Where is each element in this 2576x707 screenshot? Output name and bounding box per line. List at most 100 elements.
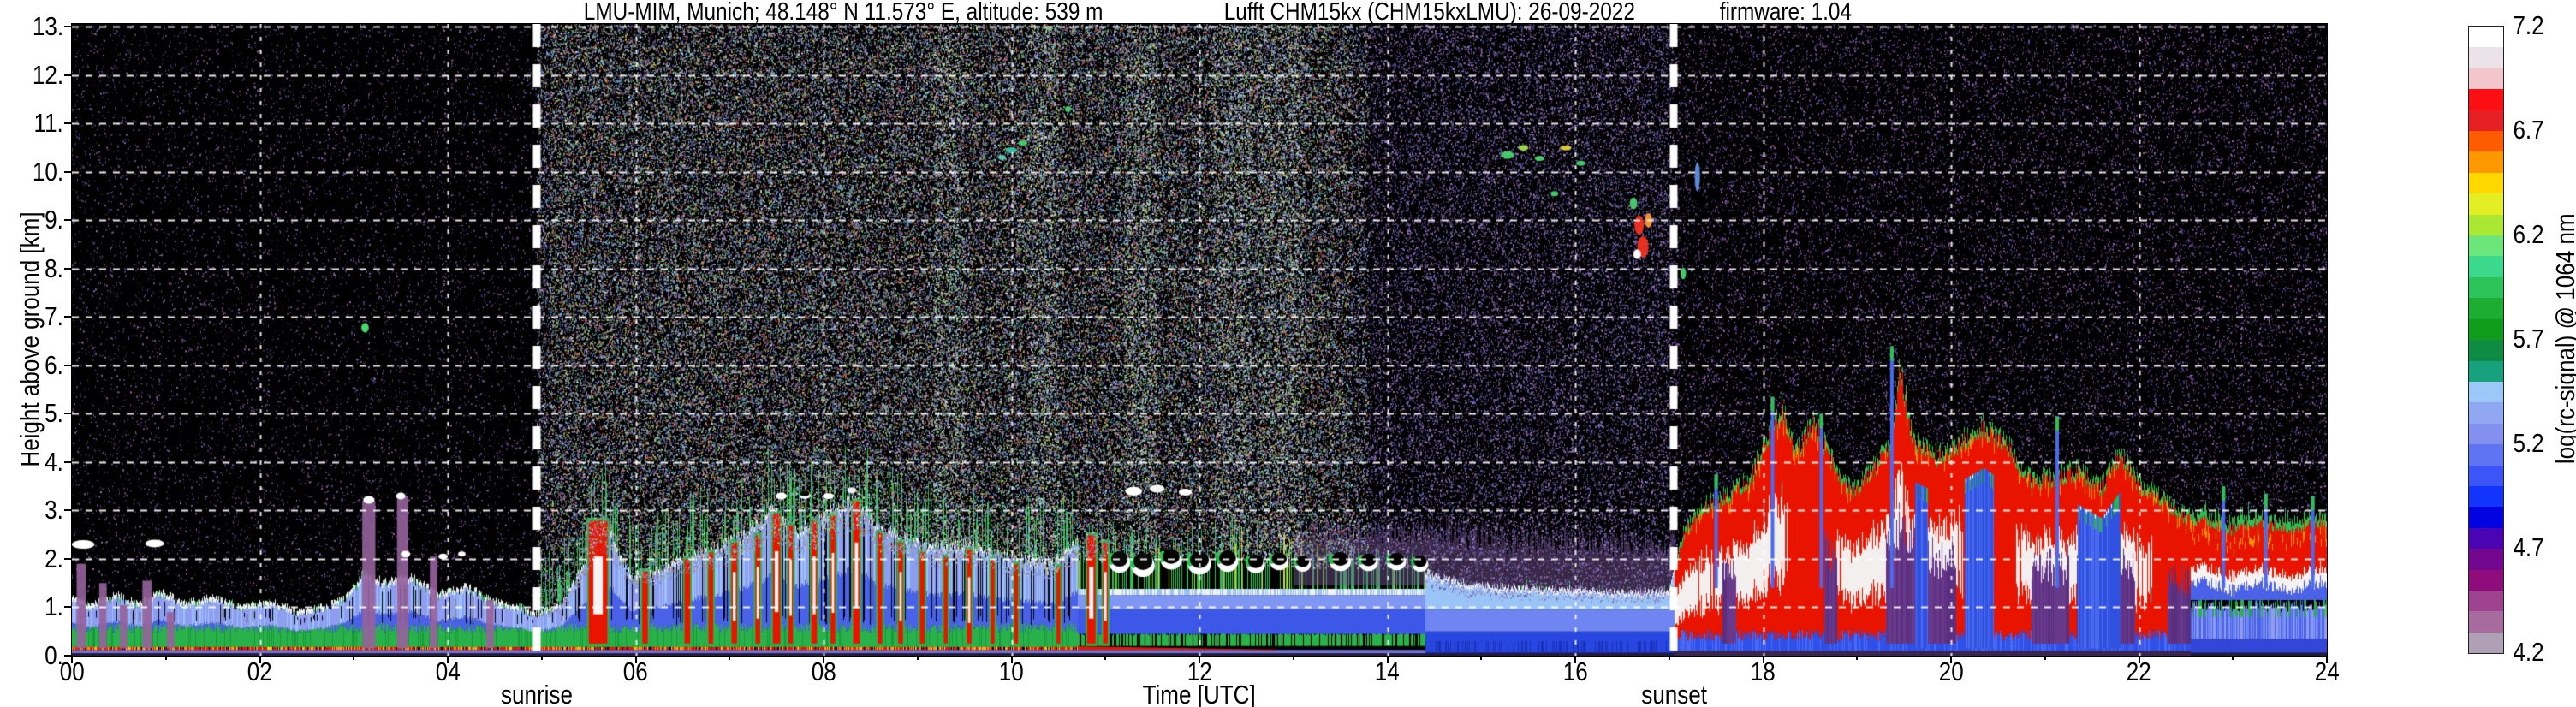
y-tick-mark bbox=[64, 219, 72, 222]
colorbar-tick: 6.7 bbox=[2513, 115, 2544, 145]
y-tick-label: 12. bbox=[32, 59, 63, 90]
colorbar-band bbox=[2469, 27, 2503, 48]
colorbar-band bbox=[2469, 172, 2503, 194]
x-tick-mark bbox=[447, 656, 449, 663]
y-tick-label: 7. bbox=[45, 301, 63, 332]
x-tick-label: 24 bbox=[2314, 656, 2340, 686]
colorbar-band bbox=[2469, 47, 2503, 68]
x-tick-mark bbox=[2138, 656, 2140, 663]
x-tick-mark bbox=[1199, 656, 1200, 663]
sunrise-annotation: sunrise bbox=[501, 680, 574, 707]
y-tick-label: 1. bbox=[45, 591, 63, 622]
colorbar-band bbox=[2469, 256, 2503, 277]
y-tick-mark bbox=[64, 655, 72, 656]
x-tick-label: 22 bbox=[2127, 656, 2151, 686]
x-tick-label: 04 bbox=[435, 656, 461, 686]
colorbar-band bbox=[2469, 193, 2503, 215]
colorbar-band bbox=[2469, 611, 2503, 633]
x-tick-mark bbox=[2326, 656, 2328, 663]
colorbar-band bbox=[2469, 318, 2503, 341]
x-minor-tick-mark bbox=[1104, 656, 1107, 660]
heatmap-canvas bbox=[72, 24, 2327, 656]
y-tick-mark bbox=[64, 316, 72, 318]
y-tick-label: 2. bbox=[45, 543, 63, 573]
y-tick-mark bbox=[64, 557, 72, 560]
x-tick-mark bbox=[1574, 656, 1576, 663]
x-minor-tick-mark bbox=[164, 656, 167, 660]
colorbar-band bbox=[2469, 402, 2503, 424]
colorbar-band bbox=[2469, 632, 2503, 654]
colorbar-band bbox=[2469, 298, 2503, 319]
x-tick-mark bbox=[823, 656, 824, 663]
x-tick-label: 16 bbox=[1562, 656, 1588, 686]
colorbar-band bbox=[2469, 569, 2503, 591]
y-tick-mark bbox=[64, 413, 72, 415]
x-tick-mark bbox=[634, 656, 637, 663]
colorbar-band bbox=[2469, 590, 2503, 612]
y-tick-mark bbox=[64, 74, 72, 76]
x-tick-mark bbox=[71, 656, 73, 663]
x-tick-mark bbox=[1950, 656, 1952, 663]
y-tick-mark bbox=[64, 606, 72, 609]
colorbar-band bbox=[2469, 465, 2503, 486]
colorbar-band bbox=[2469, 276, 2503, 299]
colorbar-tick: 7.2 bbox=[2513, 10, 2544, 40]
x-minor-tick-mark bbox=[916, 656, 919, 660]
colorbar-band bbox=[2469, 89, 2503, 110]
y-tick-mark bbox=[64, 364, 72, 366]
y-tick-mark bbox=[64, 26, 72, 28]
colorbar-band bbox=[2469, 527, 2503, 550]
x-tick-mark bbox=[1762, 656, 1764, 663]
colorbar-tick: 4.2 bbox=[2513, 637, 2544, 667]
title-instrument: Lufft CHM15kx (CHM15kxLMU): 26-09-2022 bbox=[1224, 0, 1636, 26]
y-tick-label: 6. bbox=[45, 349, 63, 380]
title-station: LMU-MIM, Munich; 48.148° N 11.573° E, al… bbox=[583, 0, 1104, 26]
y-tick-label: 4. bbox=[45, 446, 63, 477]
x-minor-tick-mark bbox=[1480, 656, 1483, 660]
y-tick-label: 9. bbox=[45, 205, 63, 235]
x-axis-label: Time [UTC] bbox=[1142, 680, 1257, 707]
y-tick-label: 8. bbox=[45, 253, 63, 283]
colorbar bbox=[2468, 26, 2504, 654]
colorbar-band bbox=[2469, 152, 2503, 173]
y-tick-mark bbox=[64, 509, 72, 512]
y-tick-label: 10. bbox=[32, 156, 63, 187]
x-tick-label: 08 bbox=[811, 656, 836, 686]
x-minor-tick-mark bbox=[2044, 656, 2046, 660]
y-tick-label: 0. bbox=[45, 640, 63, 670]
x-minor-tick-mark bbox=[353, 656, 355, 660]
sunset-annotation: sunset bbox=[1640, 680, 1707, 707]
colorbar-band bbox=[2469, 360, 2503, 382]
colorbar-band bbox=[2469, 110, 2503, 132]
colorbar-tick: 6.2 bbox=[2513, 219, 2544, 249]
x-tick-mark bbox=[1010, 656, 1013, 663]
colorbar-band bbox=[2469, 68, 2503, 90]
colorbar-band bbox=[2469, 214, 2503, 236]
colorbar-band bbox=[2469, 381, 2503, 403]
x-tick-mark bbox=[1386, 656, 1389, 663]
x-tick-label: 06 bbox=[623, 656, 648, 686]
colorbar-band bbox=[2469, 444, 2503, 466]
x-tick-label: 02 bbox=[247, 656, 272, 686]
x-tick-label: 18 bbox=[1751, 656, 1776, 686]
y-tick-label: 11. bbox=[33, 108, 63, 139]
x-minor-tick-mark bbox=[1856, 656, 1859, 660]
chart-title: LMU-MIM, Munich; 48.148° N 11.573° E, al… bbox=[72, 0, 2327, 26]
colorbar-band bbox=[2469, 423, 2503, 445]
y-tick-label: 13. bbox=[32, 11, 63, 42]
colorbar-band bbox=[2469, 485, 2503, 508]
colorbar-band bbox=[2469, 507, 2503, 528]
y-tick-mark bbox=[64, 460, 72, 463]
colorbar-tick: 5.7 bbox=[2513, 324, 2544, 354]
y-tick-mark bbox=[64, 267, 72, 270]
x-tick-label: 12 bbox=[1187, 656, 1212, 686]
x-tick-label: 14 bbox=[1375, 656, 1400, 686]
x-tick-label: 00 bbox=[59, 656, 85, 686]
x-tick-label: 20 bbox=[1938, 656, 1964, 686]
colorbar-band bbox=[2469, 131, 2503, 152]
y-tick-label: 5. bbox=[45, 398, 63, 429]
y-tick-label: 3. bbox=[45, 495, 63, 526]
x-tick-label: 10 bbox=[999, 656, 1024, 686]
colorbar-tick: 5.2 bbox=[2513, 428, 2544, 458]
